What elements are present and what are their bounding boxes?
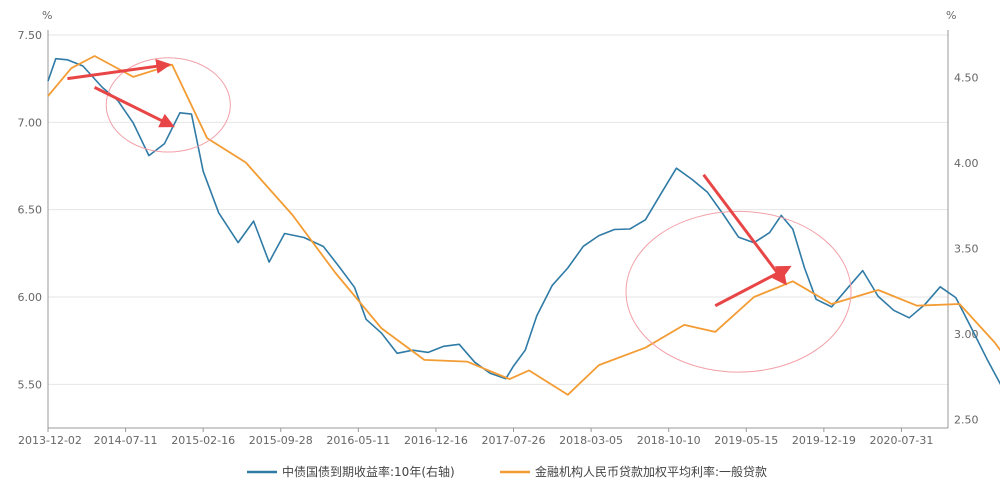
x-tick-label-11: 2020-07-31 (869, 434, 933, 447)
legend: 中债国债到期收益率:10年(右轴) 金融机构人民币贷款加权平均利率:一般贷款 (247, 464, 767, 479)
x-tick-label-1: 2014-07-11 (94, 434, 158, 447)
right-axis-ticks: 4.504.003.503.002.50 (954, 72, 979, 427)
left-tick-label-1: 7.00 (18, 116, 43, 129)
x-tick-label-4: 2016-05-11 (326, 434, 390, 447)
left-axis-unit: % (42, 9, 52, 22)
grid (48, 34, 948, 385)
legend-label-loan-rate: 金融机构人民币贷款加权平均利率:一般贷款 (535, 464, 767, 479)
series-layer (47, 55, 1000, 396)
trend-arrow-3 (93, 86, 175, 128)
x-tick-label-10: 2019-12-19 (792, 434, 856, 447)
x-tick-label-5: 2016-12-16 (404, 434, 468, 447)
highlight-ellipse-1 (625, 210, 852, 373)
x-tick-label-8: 2018-10-10 (637, 434, 701, 447)
left-tick-label-2: 6.50 (18, 204, 43, 217)
x-tick-label-0: 2013-12-02 (18, 434, 82, 447)
right-tick-label-0: 4.50 (954, 72, 979, 85)
right-axis-unit: % (946, 9, 956, 22)
right-tick-label-2: 3.50 (954, 243, 979, 256)
highlight-ellipse-0 (105, 57, 231, 153)
x-tick-label-9: 2019-05-15 (714, 434, 778, 447)
legend-label-bond-yield: 中债国债到期收益率:10年(右轴) (282, 464, 455, 479)
series-line-0 (47, 57, 1000, 386)
x-tick-label-3: 2015-09-28 (249, 434, 313, 447)
x-tick-label-7: 2018-03-05 (559, 434, 623, 447)
trend-arrow-2 (67, 58, 172, 81)
x-tick-label-6: 2017-07-26 (482, 434, 546, 447)
series-line-1 (47, 55, 1000, 396)
right-tick-label-4: 2.50 (954, 413, 979, 426)
left-tick-label-0: 7.50 (18, 29, 43, 42)
left-axis-ticks: 7.50 7.00 6.50 6.00 5.50 (18, 29, 43, 391)
x-tick-label-2: 2015-02-16 (171, 434, 235, 447)
axes (47, 30, 949, 429)
right-tick-label-1: 4.00 (954, 157, 979, 170)
left-tick-label-3: 6.00 (18, 291, 43, 304)
left-tick-label-4: 5.50 (18, 378, 43, 391)
x-axis-ticks: 2013-12-02 2014-07-11 2015-02-16 2015-09-28… (18, 428, 933, 447)
annotation-layer (67, 57, 852, 373)
trend-arrow-4 (702, 173, 787, 286)
trend-arrow-5 (714, 265, 792, 308)
